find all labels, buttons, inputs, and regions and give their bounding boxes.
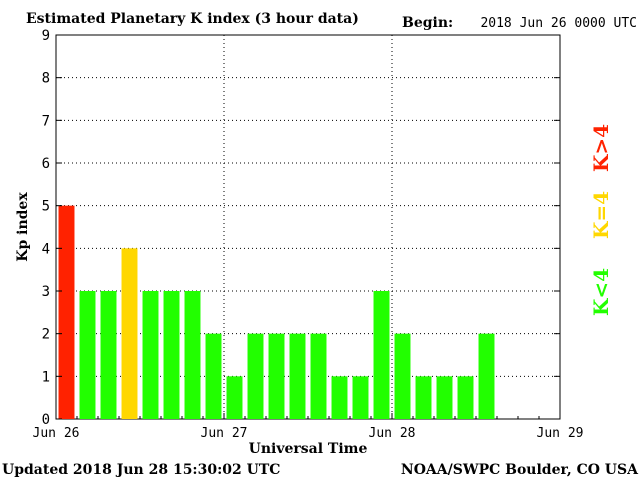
x-axis-ticks: Jun 26 Jun 27 Jun 28 Jun 29 — [33, 413, 584, 441]
kp-bar — [415, 376, 432, 419]
x-tick-label: Jun 26 — [33, 426, 80, 441]
begin-label: Begin: — [402, 15, 453, 31]
y-tick-label: 7 — [42, 113, 50, 129]
y-tick-label: 5 — [42, 199, 50, 215]
kp-bar — [268, 333, 285, 419]
kp-bar — [121, 248, 138, 419]
kp-bar — [163, 291, 180, 419]
kp-bar — [457, 376, 474, 419]
y-tick-label: 9 — [42, 28, 50, 44]
kp-bar — [205, 333, 222, 419]
legend-lt4: K<4 — [589, 268, 613, 316]
y-tick-label: 0 — [42, 412, 50, 428]
kp-bar — [373, 291, 390, 419]
x-tick-label: Jun 28 — [369, 426, 416, 441]
y-tick-label: 4 — [42, 241, 50, 257]
kp-bar — [352, 376, 369, 419]
kp-bar — [226, 376, 243, 419]
credit-text: NOAA/SWPC Boulder, CO USA — [401, 462, 639, 478]
kp-bar — [79, 291, 96, 419]
kp-bar — [436, 376, 453, 419]
y-axis-label: Kp index — [15, 192, 31, 262]
gridlines — [56, 35, 560, 419]
bars — [58, 205, 495, 419]
y-tick-label: 1 — [42, 369, 50, 385]
header: Estimated Planetary K index (3 hour data… — [26, 11, 637, 31]
kp-bar — [247, 333, 264, 419]
kp-bar — [58, 205, 75, 419]
kp-bar — [289, 333, 306, 419]
kp-bar — [331, 376, 348, 419]
y-tick-label: 8 — [42, 71, 50, 87]
begin-value: 2018 Jun 26 0000 UTC — [480, 16, 637, 31]
y-tick-label: 6 — [42, 156, 50, 172]
kp-bar — [394, 333, 411, 419]
legend-eq4: K=4 — [589, 191, 613, 239]
chart-title: Estimated Planetary K index (3 hour data… — [26, 11, 359, 27]
updated-timestamp: Updated 2018 Jun 28 15:30:02 UTC — [2, 462, 280, 478]
kp-bar — [142, 291, 159, 419]
footer: Updated 2018 Jun 28 15:30:02 UTC NOAA/SW… — [2, 462, 639, 478]
kp-bar — [478, 333, 495, 419]
y-tick-label: 2 — [42, 327, 50, 343]
x-axis-label: Universal Time — [249, 441, 368, 457]
x-tick-label: Jun 27 — [201, 426, 248, 441]
legend: K>4 K=4 K<4 — [589, 124, 613, 316]
y-axis-ticks: 0 1 2 3 4 5 6 7 8 9 — [42, 28, 560, 428]
kp-bar — [310, 333, 327, 419]
y-tick-label: 3 — [42, 284, 50, 300]
kp-bar — [184, 291, 201, 419]
kp-bar — [100, 291, 117, 419]
x-tick-label: Jun 29 — [537, 426, 584, 441]
legend-gt4: K>4 — [589, 124, 613, 172]
